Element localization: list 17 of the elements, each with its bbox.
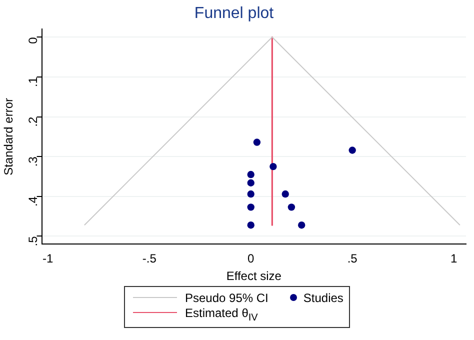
legend-label: Studies <box>303 291 344 305</box>
y-tick-label: .1 <box>26 76 40 87</box>
x-tick-label: 0 <box>248 252 255 266</box>
x-tick-label: 1 <box>450 252 458 266</box>
x-axis-title: Effect size <box>226 269 282 284</box>
y-tick-label: .5 <box>26 236 40 246</box>
chart-title: Funnel plot <box>194 5 274 22</box>
legend-label: Pseudo 95% CI <box>185 291 268 305</box>
y-tick-label: .3 <box>26 156 40 167</box>
y-tick-label: 0 <box>26 36 40 44</box>
legend-label: Estimated θ$_{IV}$ <box>185 306 258 324</box>
x-tick-label: .5 <box>347 252 358 266</box>
x-tick-label: -.5 <box>142 252 157 266</box>
y-axis-title: Standard error <box>2 98 16 176</box>
y-tick-label: .4 <box>26 196 40 206</box>
y-tick-label: .2 <box>26 116 40 127</box>
x-tick-label: -1 <box>42 252 54 266</box>
